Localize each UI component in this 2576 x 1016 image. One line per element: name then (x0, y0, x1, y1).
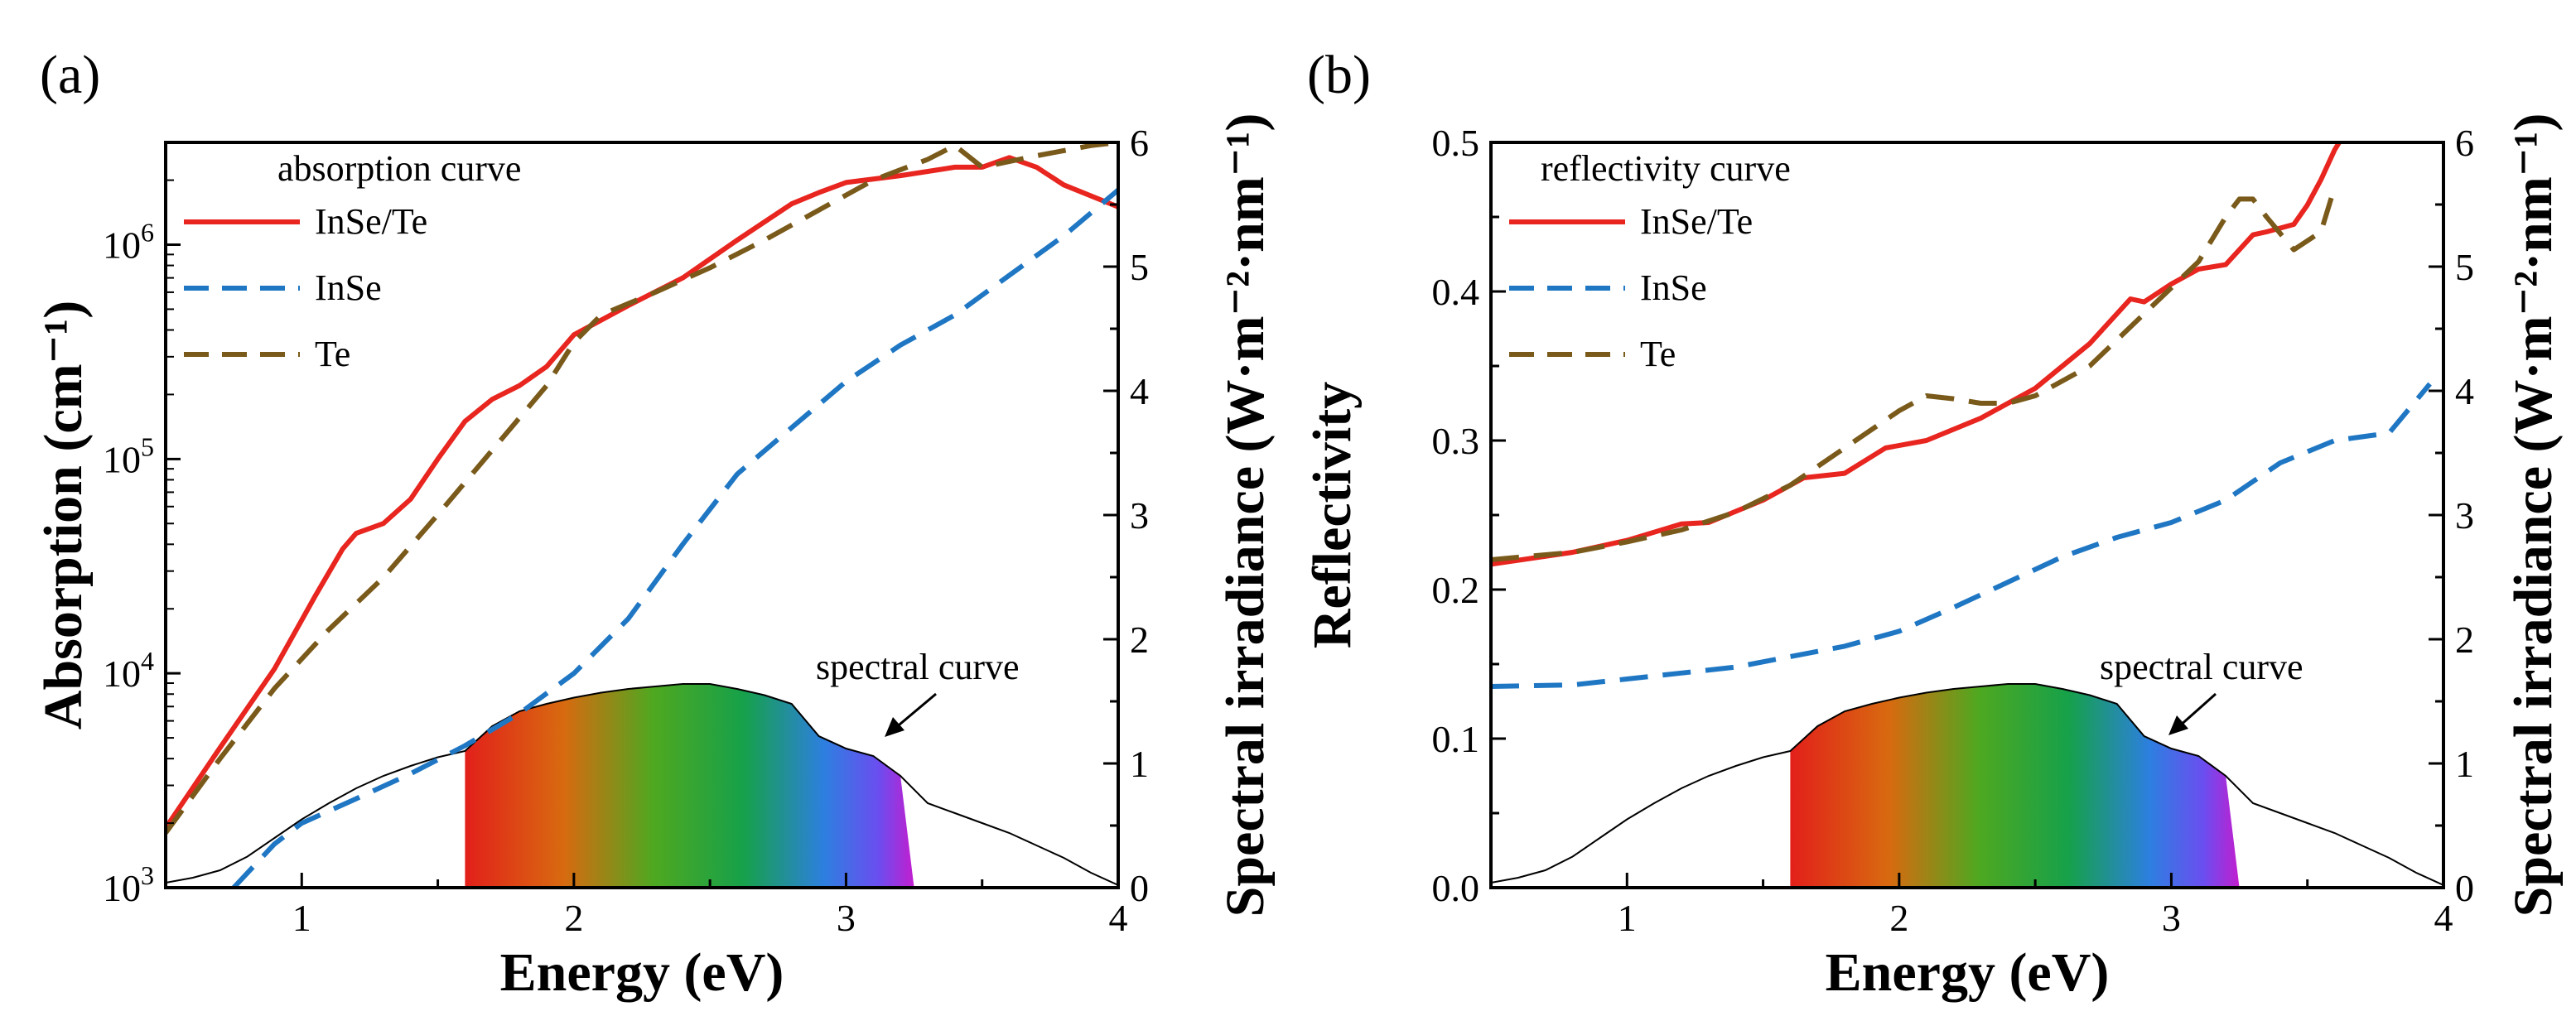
series-line-inse-te (1491, 142, 2342, 567)
annotation-arrow-head (885, 717, 904, 737)
x-axis-title: Energy (eV) (500, 942, 784, 1003)
y-axis-title-left: Reflectivity (1302, 382, 1363, 649)
x-tick-label: 2 (564, 897, 583, 939)
series-line-inse (1491, 382, 2432, 689)
y-tick-label-right: 5 (1130, 246, 1149, 288)
legend-title: reflectivity curve (1541, 148, 1791, 189)
series-group (1491, 142, 2432, 689)
x-tick-label: 1 (292, 897, 311, 939)
legend-label: Te (315, 334, 350, 374)
legend: InSe/Te InSe Te (1509, 201, 1753, 374)
y-tick-label-right: 3 (2455, 494, 2474, 537)
y-axis-title-left: Absorption (cm⁻¹) (33, 301, 94, 729)
y-tick-label-right: 5 (2455, 246, 2474, 288)
legend-title: absorption curve (277, 148, 521, 189)
legend-label: InSe/Te (315, 201, 427, 242)
spectrum-colored-fill (465, 684, 914, 888)
spectral-curve-annotation: spectral curve (816, 647, 1020, 687)
panel-b: (b) 1 2 3 4 0.0 0.1 0.2 0.3 0.4 0.5 0 1 2 3 4 5 6 Energy… (1302, 45, 2564, 1003)
x-tick-label: 4 (1109, 897, 1128, 939)
spectrum-group (1491, 683, 2443, 888)
x-tick-label: 1 (1618, 897, 1637, 939)
y-tick-label-right: 6 (2455, 122, 2474, 164)
legend-label: InSe/Te (1640, 201, 1753, 242)
y-tick-label-right: 1 (1130, 743, 1149, 785)
spectrum-group (166, 683, 1118, 888)
spectrum-line (1491, 683, 2443, 886)
legend-label: InSe (1640, 267, 1707, 308)
y-axis-title-right: Spectral irradiance (W·m⁻²·nm⁻¹) (2503, 113, 2564, 917)
series-line-te (166, 142, 1118, 835)
y-tick-label-left: 0.3 (1432, 420, 1480, 462)
x-tick-label: 3 (837, 897, 856, 939)
y-tick-label-left: 0.4 (1432, 271, 1480, 313)
spectrum-line (166, 683, 1118, 886)
x-tick-label: 2 (1889, 897, 1908, 939)
y-tick-label-left: 0.1 (1432, 718, 1480, 760)
y-tick-label-right: 2 (1130, 619, 1149, 661)
y-tick-label-right: 0 (1130, 867, 1149, 909)
y-tick-label-left: 106 (103, 217, 154, 266)
annotation-arrow-line (894, 692, 937, 730)
y-tick-label-left: 103 (103, 860, 154, 909)
y-axis-title-right: Spectral irradiance (W·m⁻²·nm⁻¹) (1215, 113, 1276, 917)
annotation-arrow-head (2168, 715, 2188, 735)
spectral-curve-annotation: spectral curve (2100, 647, 2303, 687)
panel-label-a: (a) (40, 45, 100, 105)
legend-label: Te (1640, 334, 1676, 374)
y-tick-label-right: 4 (2455, 370, 2474, 412)
y-tick-label-right: 1 (2455, 743, 2474, 785)
y-tick-label-left: 105 (103, 431, 154, 480)
ticks-group: 1 2 3 4 103 104 105 106 0 1 2 3 4 5 6 (103, 122, 1149, 939)
annotation-arrow-line (2178, 692, 2217, 729)
ticks-group: 1 2 3 4 0.0 0.1 0.2 0.3 0.4 0.5 0 1 2 3 4 5 6 (1432, 122, 2475, 939)
spectrum-colored-fill (1790, 684, 2240, 888)
x-axis-title: Energy (eV) (1826, 942, 2110, 1003)
series-line-inse (231, 188, 1118, 888)
y-tick-label-left: 104 (103, 646, 154, 695)
y-tick-label-right: 6 (1130, 122, 1149, 164)
x-tick-label: 4 (2434, 897, 2453, 939)
series-line-te (1491, 186, 2337, 562)
series-line-inse-te (166, 155, 1118, 830)
legend-label: InSe (315, 267, 382, 308)
x-tick-label: 3 (2162, 897, 2181, 939)
panel-label-b: (b) (1307, 45, 1371, 105)
y-tick-label-left: 0.2 (1432, 569, 1480, 611)
series-group (166, 142, 1118, 888)
y-tick-label-right: 2 (2455, 619, 2474, 661)
y-tick-label-left: 0.0 (1432, 867, 1480, 909)
y-tick-label-right: 4 (1130, 370, 1149, 412)
y-tick-label-left: 0.5 (1432, 122, 1480, 164)
y-tick-label-right: 3 (1130, 494, 1149, 537)
y-tick-label-right: 0 (2455, 867, 2474, 909)
legend: InSe/Te InSe Te (184, 201, 427, 374)
